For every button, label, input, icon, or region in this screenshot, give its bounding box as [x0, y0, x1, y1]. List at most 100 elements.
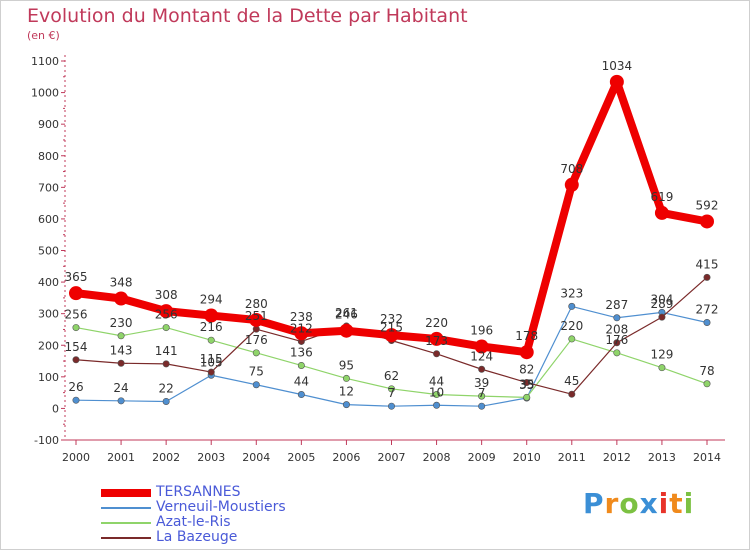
- data-label: 592: [696, 198, 719, 212]
- x-tick-label: 2011: [558, 451, 586, 464]
- data-label: 238: [290, 310, 313, 324]
- data-point: [117, 332, 125, 340]
- data-label: 619: [650, 190, 673, 204]
- data-point: [433, 391, 441, 399]
- data-point: [297, 361, 305, 369]
- data-label: 35: [519, 377, 534, 391]
- y-tick-label: 800: [38, 150, 59, 163]
- data-label: 216: [200, 320, 223, 334]
- x-tick-label: 2009: [468, 451, 496, 464]
- data-point: [609, 74, 624, 89]
- data-point: [658, 313, 666, 321]
- data-point: [429, 331, 444, 346]
- data-label: 287: [605, 298, 628, 312]
- data-point: [703, 380, 711, 388]
- legend-item: TERSANNES: [101, 485, 286, 500]
- data-label: 256: [155, 308, 178, 322]
- data-label: 323: [560, 286, 583, 300]
- data-label: 75: [249, 365, 264, 379]
- chart-title: Evolution du Montant de la Dette par Hab…: [27, 5, 468, 27]
- data-label: 215: [380, 321, 403, 335]
- data-point: [204, 308, 219, 323]
- chart-unit-label: (en €): [27, 29, 60, 42]
- data-label: 708: [560, 162, 583, 176]
- data-label: 304: [650, 292, 673, 306]
- series-tersannes: [69, 74, 714, 360]
- data-point: [387, 385, 395, 393]
- data-point: [654, 205, 669, 220]
- proxiti-logo: Proxiti: [583, 487, 694, 520]
- data-label: 365: [65, 270, 88, 284]
- x-tick-label: 2012: [603, 451, 631, 464]
- data-point: [474, 339, 489, 354]
- data-label: 136: [290, 345, 313, 359]
- legend-label: Verneuil-Moustiers: [156, 499, 286, 515]
- data-point: [207, 368, 215, 376]
- data-label: 280: [245, 297, 268, 311]
- data-point: [72, 356, 80, 364]
- legend-item: La Bazeuge: [101, 530, 286, 545]
- data-point: [207, 336, 215, 344]
- data-label: 143: [110, 343, 133, 357]
- data-label: 173: [425, 334, 448, 348]
- data-label: 289: [650, 297, 673, 311]
- data-label: 261: [335, 306, 358, 320]
- data-label: 62: [384, 369, 399, 383]
- data-point: [387, 402, 395, 410]
- data-point: [700, 214, 714, 229]
- x-tick-label: 2006: [332, 451, 360, 464]
- data-label: 33: [519, 378, 534, 392]
- data-point: [72, 324, 80, 332]
- y-tick-label: 300: [38, 308, 59, 321]
- data-point: [249, 312, 264, 327]
- x-tick-label: 2000: [62, 451, 90, 464]
- y-tick-label: 500: [38, 245, 59, 258]
- logo-letter: i: [683, 487, 695, 520]
- y-tick-label: 200: [38, 339, 59, 352]
- x-tick-label: 2014: [693, 451, 721, 464]
- data-label: 220: [425, 316, 448, 330]
- data-label: 246: [335, 308, 358, 322]
- data-point: [478, 402, 486, 410]
- data-point: [297, 391, 305, 399]
- data-label: 115: [200, 352, 223, 366]
- x-tick-label: 2013: [648, 451, 676, 464]
- data-label: 22: [159, 381, 174, 395]
- data-label: 141: [155, 344, 178, 358]
- data-label: 10: [429, 385, 444, 399]
- data-point: [433, 350, 441, 358]
- data-label: 82: [519, 363, 534, 377]
- data-label: 272: [696, 303, 719, 317]
- data-label: 44: [429, 375, 444, 389]
- data-label: 208: [605, 323, 628, 337]
- data-label: 7: [478, 386, 486, 400]
- legend-item: Verneuil-Moustiers: [101, 500, 286, 515]
- data-label: 12: [339, 385, 354, 399]
- data-label: 7: [388, 386, 396, 400]
- legend-label: TERSANNES: [156, 484, 241, 500]
- logo-letter: o: [619, 487, 640, 520]
- x-tick-label: 2008: [423, 451, 451, 464]
- legend-swatch: [101, 521, 151, 524]
- data-point: [523, 393, 531, 401]
- y-tick-label: 600: [38, 213, 59, 226]
- data-label: 196: [470, 324, 493, 338]
- data-point: [117, 397, 125, 405]
- data-point: [339, 323, 354, 338]
- y-tick-label: 0: [52, 402, 59, 415]
- data-point: [703, 273, 711, 281]
- x-tick-label: 2003: [197, 451, 225, 464]
- data-label: 256: [65, 308, 88, 322]
- data-label: 415: [696, 257, 719, 271]
- logo-letter: r: [604, 487, 620, 520]
- data-label: 1034: [602, 59, 633, 73]
- x-tick-label: 2010: [513, 451, 541, 464]
- legend-swatch: [101, 536, 151, 539]
- data-point: [478, 392, 486, 400]
- data-label: 348: [110, 276, 133, 290]
- logo-letter: t: [669, 487, 684, 520]
- data-label: 78: [699, 364, 714, 378]
- data-point: [342, 401, 350, 409]
- legend-label: Azat-le-Ris: [156, 514, 231, 530]
